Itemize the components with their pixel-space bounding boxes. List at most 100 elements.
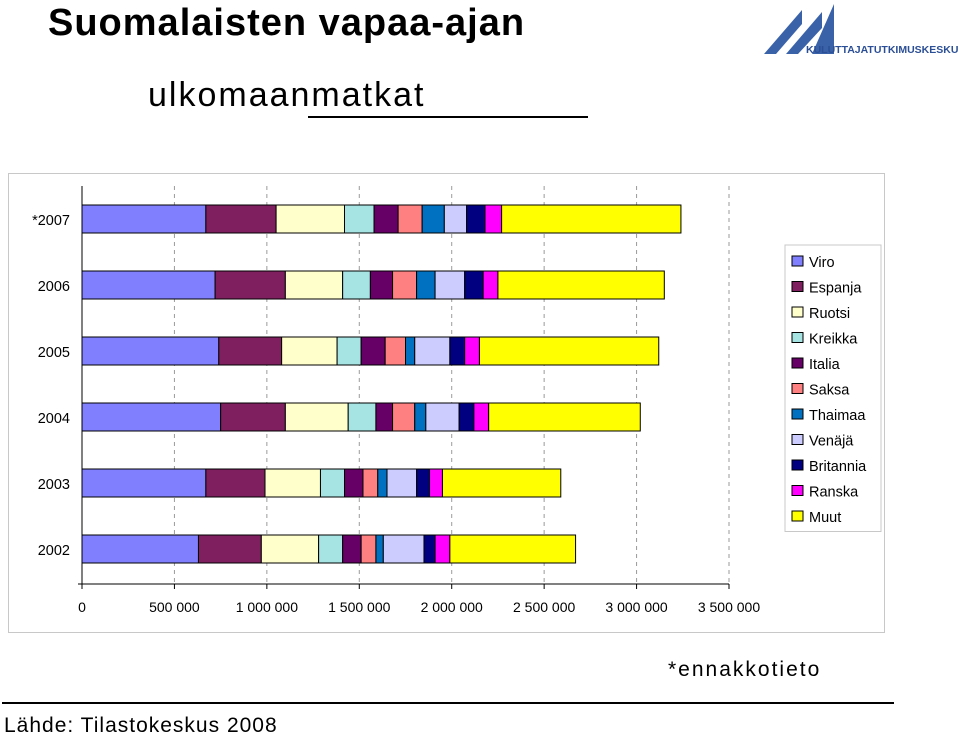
bar-italia-4 — [343, 468, 364, 498]
bars — [81, 204, 682, 564]
bar-espanja-3 — [220, 402, 286, 432]
x-tick-label: 1 000 000 — [236, 599, 298, 615]
bar-saksa-2 — [384, 336, 406, 366]
legend-label: Kreikka — [809, 332, 858, 348]
legend-label: Britannia — [809, 459, 867, 475]
bar-kreikka-2 — [336, 336, 362, 366]
source-note: Lähde: Tilastokeskus 2008 — [4, 714, 278, 737]
bar-italia-2 — [360, 336, 386, 366]
bar-ranska-3 — [473, 402, 490, 432]
bar-viro-5 — [81, 534, 199, 564]
bar-muut-4 — [441, 468, 562, 498]
bar-britannia-1 — [464, 270, 484, 300]
bar-espanja-0 — [205, 204, 277, 234]
logo-text: KULUTTAJATUTKIMUSKESKUS — [806, 44, 958, 56]
footer-divider — [2, 702, 894, 704]
bar-venäjä-0 — [443, 204, 468, 234]
bar-ranska-4 — [429, 468, 443, 498]
legend: Viro Espanja Ruotsi Kreikka Italia Saksa Thaim… — [784, 244, 882, 532]
legend-swatch — [791, 332, 804, 343]
x-tick-label: 3 000 000 — [605, 599, 667, 615]
bar-venäjä-5 — [382, 534, 425, 564]
legend-swatch — [791, 485, 804, 496]
bar-viro-2 — [81, 336, 220, 366]
bar-muut-2 — [478, 336, 660, 366]
legend-swatch — [791, 255, 804, 267]
bar-britannia-0 — [466, 204, 486, 234]
bar-viro-0 — [81, 204, 207, 234]
bar-saksa-3 — [392, 402, 416, 432]
title-underline — [308, 116, 588, 118]
legend-label: Saksa — [809, 383, 850, 399]
category-label: *2007 — [32, 213, 70, 229]
category-label: 2003 — [38, 477, 70, 493]
x-tick-label: 0 — [78, 599, 86, 615]
stacked-bar-chart: *2007 2006 2005 2004 2003 2002 0 500 000 1 000 0… — [32, 186, 882, 615]
bar-thaimaa-1 — [416, 270, 436, 300]
bar-saksa-5 — [360, 534, 377, 564]
bar-thaimaa-2 — [405, 336, 416, 366]
chart-frame: *2007 2006 2005 2004 2003 2002 0 500 000 1 000 0… — [8, 173, 885, 633]
bar-thaimaa-0 — [421, 204, 445, 234]
bar-saksa-1 — [392, 270, 418, 300]
bar-thaimaa-5 — [375, 534, 384, 564]
bar-ranska-5 — [434, 534, 451, 564]
bar-thaimaa-4 — [377, 468, 388, 498]
bar-muut-0 — [501, 204, 682, 234]
bar-kreikka-5 — [318, 534, 344, 564]
legend-swatch — [791, 434, 804, 445]
bar-britannia-2 — [449, 336, 466, 366]
x-tick-label: 1 500 000 — [328, 599, 390, 615]
bar-ruotsi-0 — [275, 204, 345, 234]
legend-label: Venäjä — [809, 434, 854, 450]
axes: *2007 2006 2005 2004 2003 2002 0 500 000 1 000 0… — [32, 186, 760, 615]
bar-espanja-2 — [218, 336, 283, 366]
bar-kreikka-0 — [343, 204, 375, 234]
legend-label: Ruotsi — [809, 306, 850, 322]
bar-muut-3 — [488, 402, 641, 432]
bar-muut-5 — [449, 534, 577, 564]
x-tick-label: 2 000 000 — [421, 599, 483, 615]
legend-label: Ranska — [809, 485, 859, 501]
grid-lines — [173, 186, 730, 584]
bar-espanja-1 — [214, 270, 286, 300]
legend-swatch — [791, 357, 804, 369]
bar-ranska-2 — [464, 336, 480, 366]
bar-ranska-0 — [484, 204, 503, 234]
category-label: 2006 — [38, 279, 70, 295]
bar-italia-3 — [375, 402, 394, 432]
legend-swatch — [791, 306, 804, 318]
bar-kreikka-4 — [319, 468, 345, 498]
bar-viro-3 — [81, 402, 222, 432]
bar-venäjä-1 — [434, 270, 466, 300]
x-tick-label: 500 000 — [149, 599, 200, 615]
bar-espanja-5 — [197, 534, 262, 564]
category-label: 2004 — [38, 411, 70, 427]
legend-swatch — [791, 281, 804, 292]
bar-saksa-0 — [397, 204, 423, 234]
legend-label: Thaimaa — [809, 408, 866, 424]
bar-kreikka-1 — [342, 270, 371, 300]
x-tick-label: 2 500 000 — [513, 599, 575, 615]
legend-swatch — [791, 408, 804, 420]
bar-ranska-1 — [482, 270, 499, 300]
legend-swatch — [791, 383, 804, 394]
bar-ruotsi-4 — [264, 468, 321, 498]
bar-ruotsi-3 — [284, 402, 349, 432]
legend-label: Viro — [809, 255, 835, 271]
bar-viro-4 — [81, 468, 207, 498]
bar-italia-5 — [342, 534, 362, 564]
bar-ruotsi-2 — [281, 336, 338, 366]
bar-italia-1 — [369, 270, 394, 300]
bar-britannia-3 — [458, 402, 475, 432]
legend-swatch — [791, 510, 804, 522]
bar-venäjä-3 — [425, 402, 460, 432]
x-tick-label: 3 500 000 — [698, 599, 760, 615]
bar-venäjä-2 — [414, 336, 451, 366]
page-subtitle: ulkomaanmatkat — [148, 76, 426, 114]
bar-espanja-4 — [205, 468, 266, 498]
bar-thaimaa-3 — [414, 402, 427, 432]
category-label: 2005 — [38, 345, 70, 361]
legend-swatch — [791, 459, 804, 471]
bar-britannia-5 — [423, 534, 436, 564]
